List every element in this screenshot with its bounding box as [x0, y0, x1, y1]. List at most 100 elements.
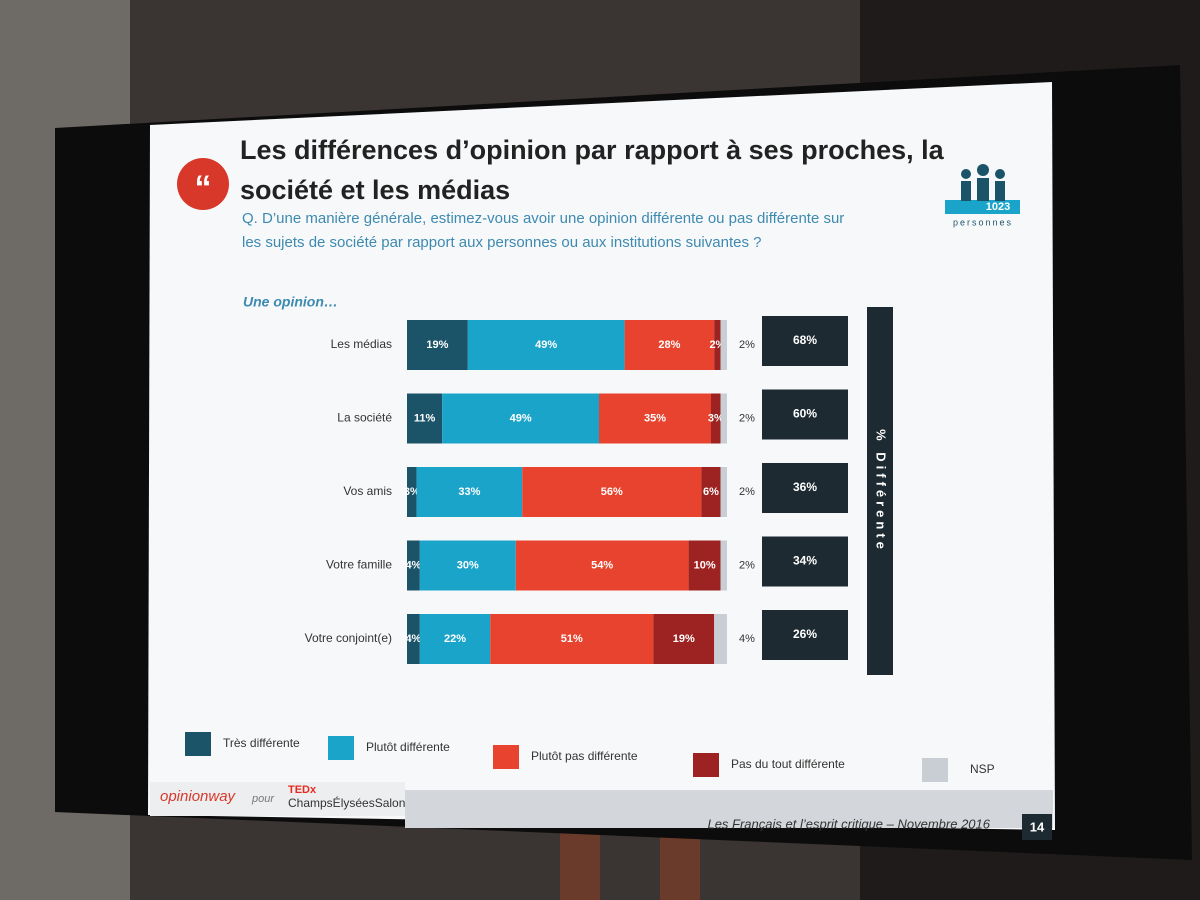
category-label: Votre famille	[326, 558, 392, 572]
footer-caption: Les Français et l’esprit critique – Nove…	[707, 816, 990, 831]
total-box	[762, 610, 848, 660]
bar-segment	[419, 540, 516, 591]
value-label: 56%	[601, 486, 623, 498]
legend-label: NSP	[970, 762, 995, 776]
bar-segment	[407, 320, 468, 370]
value-label: 4%	[405, 633, 421, 645]
value-label: 28%	[658, 339, 680, 351]
legend-swatch	[185, 732, 211, 756]
bar-segment	[490, 614, 654, 664]
category-label: Votre conjoint(e)	[305, 631, 392, 645]
legend-label: Plutôt différente	[366, 740, 450, 754]
quote-mark: “	[195, 169, 212, 207]
icon-base	[945, 200, 1020, 214]
value-label: 33%	[458, 486, 480, 498]
totals-name: % Différente	[874, 429, 889, 553]
total-box	[762, 316, 848, 366]
bar-segment	[407, 393, 443, 444]
value-label: 3%	[404, 486, 420, 498]
bar-segment	[442, 393, 599, 444]
bar-segment	[714, 320, 721, 370]
legend-swatch	[328, 736, 354, 760]
bar-segment	[714, 614, 727, 664]
quote-icon	[177, 158, 229, 210]
footer-for: pour	[251, 793, 275, 805]
footer-brand: opinionway	[160, 788, 237, 805]
total-label: 36%	[793, 480, 817, 494]
value-label: 4%	[739, 633, 755, 645]
legend-swatch	[922, 758, 948, 782]
bar-segment	[624, 320, 715, 370]
value-label: 2%	[739, 486, 755, 498]
value-label: 6%	[703, 486, 719, 498]
category-label: La société	[337, 411, 392, 425]
category-label: Les médias	[331, 337, 392, 351]
bar-segment	[720, 540, 727, 591]
footer-band	[405, 790, 1053, 828]
value-label: 2%	[739, 339, 755, 351]
legend-label: Très différente	[223, 736, 300, 750]
value-label: 22%	[444, 633, 466, 645]
subtitle: Q. D’une manière générale, estimez-vous …	[242, 210, 844, 227]
icon-body	[961, 181, 971, 201]
value-label: 2%	[739, 412, 755, 424]
bar-segment	[720, 467, 727, 517]
value-label: 51%	[561, 633, 583, 645]
value-label: 49%	[535, 339, 557, 351]
value-label: 49%	[510, 412, 532, 424]
bar-segment	[467, 320, 625, 370]
value-label: 2%	[739, 559, 755, 571]
total-label: 68%	[793, 333, 817, 347]
legend-label: Pas du tout différente	[731, 757, 845, 771]
icon-body	[977, 178, 989, 201]
page-number: 14	[1030, 819, 1045, 834]
bar-segment	[407, 614, 420, 664]
people-icon	[945, 164, 1020, 214]
bar-segment	[653, 614, 715, 664]
bar-segment	[522, 467, 702, 517]
value-label: 54%	[591, 559, 613, 571]
value-label: 4%	[405, 559, 421, 571]
subtitle: les sujets de société par rapport aux pe…	[242, 234, 761, 251]
totals-header	[867, 307, 893, 675]
bar-segment	[720, 320, 727, 370]
icon-head	[977, 164, 989, 176]
total-label: 60%	[793, 407, 817, 421]
icon-head	[995, 169, 1005, 179]
value-label: 10%	[694, 559, 716, 571]
legend-swatch	[693, 753, 719, 777]
bar-segment	[407, 467, 417, 517]
bar-segment	[701, 467, 721, 517]
bar-segment	[416, 467, 523, 517]
bar-segment	[599, 393, 711, 444]
value-label: 19%	[673, 633, 695, 645]
icon-head	[961, 169, 971, 179]
total-label: 34%	[793, 554, 817, 568]
footer-partner-top: TEDx	[288, 784, 317, 796]
group-label: Une opinion…	[243, 294, 338, 310]
category-label: Vos amis	[343, 484, 392, 498]
value-label: 19%	[426, 339, 448, 351]
value-label: 3%	[708, 412, 724, 424]
legend-swatch	[493, 745, 519, 769]
footer-left	[150, 782, 405, 816]
value-label: 35%	[644, 412, 666, 424]
title: Les différences d’opinion par rapport à …	[240, 135, 945, 165]
icon-body	[995, 181, 1005, 201]
total-label: 26%	[793, 627, 817, 641]
total-box	[762, 463, 848, 513]
total-box	[762, 536, 848, 587]
page-box	[1022, 814, 1052, 840]
stand	[660, 830, 700, 900]
bar-segment	[407, 540, 420, 591]
bar-segment	[720, 393, 727, 444]
total-box	[762, 389, 848, 440]
value-label: 30%	[457, 559, 479, 571]
title: société et les médias	[240, 175, 510, 205]
bar-segment	[515, 540, 689, 591]
bar-segment	[688, 540, 721, 591]
legend-label: Plutôt pas différente	[531, 749, 638, 763]
stand	[560, 830, 600, 900]
